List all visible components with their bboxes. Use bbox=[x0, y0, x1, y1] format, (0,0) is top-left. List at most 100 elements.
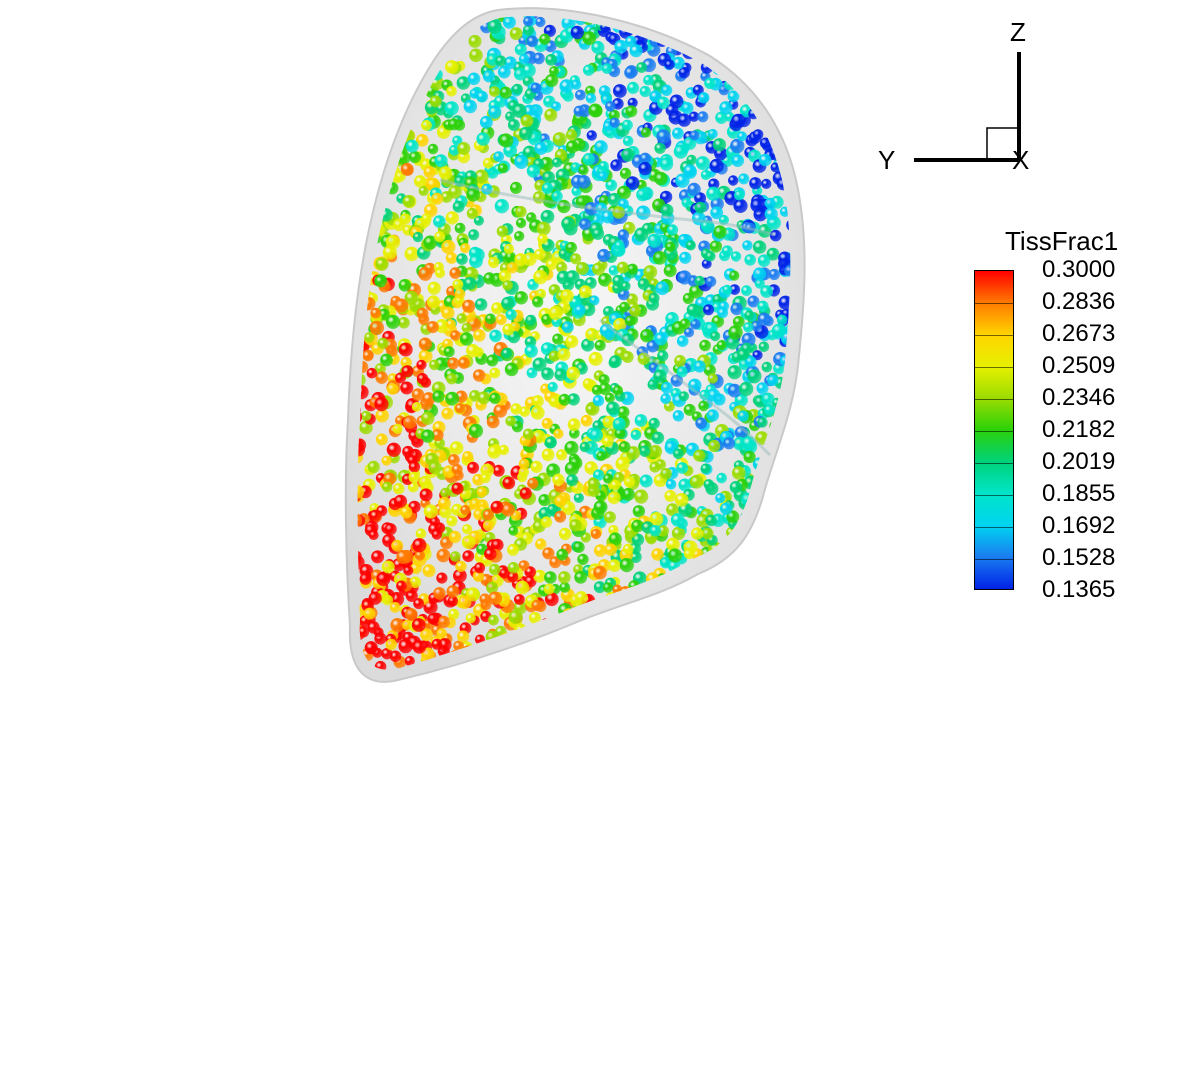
tissue-sphere bbox=[396, 22, 410, 36]
tissue-sphere bbox=[621, 148, 635, 162]
tissue-sphere bbox=[770, 85, 784, 99]
tissue-sphere bbox=[664, 490, 677, 502]
tissue-sphere bbox=[567, 418, 581, 432]
tissue-sphere bbox=[583, 64, 595, 76]
tissue-sphere bbox=[771, 70, 785, 83]
tissue-sphere bbox=[358, 76, 369, 87]
tissue-sphere bbox=[672, 410, 685, 422]
tissue-sphere bbox=[431, 638, 443, 650]
tissue-sphere bbox=[633, 622, 647, 636]
tissue-sphere bbox=[585, 327, 599, 342]
tissue-sphere bbox=[545, 666, 558, 670]
tissue-sphere bbox=[507, 571, 519, 583]
tissue-sphere bbox=[396, 580, 407, 592]
colorbar-tick-label: 0.1528 bbox=[1042, 544, 1116, 571]
tissue-sphere bbox=[609, 355, 622, 368]
tissue-sphere bbox=[503, 243, 515, 255]
tissue-sphere bbox=[476, 132, 491, 146]
tissue-sphere bbox=[782, 81, 791, 94]
tissue-sphere bbox=[582, 31, 597, 46]
tissue-sphere bbox=[742, 572, 754, 584]
tissue-sphere bbox=[535, 538, 547, 550]
tissue-sphere bbox=[751, 608, 764, 621]
tissue-sphere bbox=[433, 31, 447, 45]
tissue-sphere bbox=[712, 663, 724, 670]
tissue-sphere bbox=[712, 639, 723, 650]
tissue-sphere bbox=[638, 161, 652, 176]
tissue-sphere bbox=[558, 393, 571, 406]
tissue-sphere bbox=[443, 346, 455, 358]
tissue-sphere bbox=[387, 49, 400, 62]
tissue-sphere bbox=[467, 461, 480, 474]
tissue-sphere bbox=[578, 165, 589, 176]
tissue-sphere bbox=[510, 403, 522, 415]
tissue-sphere bbox=[543, 583, 555, 595]
tissue-sphere bbox=[747, 61, 759, 73]
tissue-sphere bbox=[589, 647, 603, 662]
tissue-sphere bbox=[683, 164, 697, 178]
tissue-sphere bbox=[564, 440, 579, 456]
tissue-sphere bbox=[624, 66, 637, 79]
tissue-sphere bbox=[399, 16, 411, 25]
tissue-sphere bbox=[554, 495, 567, 508]
tissue-sphere bbox=[581, 302, 596, 317]
tissue-sphere bbox=[360, 141, 375, 156]
tissue-sphere bbox=[466, 207, 478, 220]
tissue-sphere bbox=[435, 268, 446, 279]
tissue-sphere bbox=[739, 552, 753, 566]
tissue-sphere bbox=[441, 407, 454, 420]
tissue-sphere bbox=[597, 171, 609, 182]
tissue-sphere bbox=[509, 27, 523, 41]
tissue-sphere bbox=[412, 640, 427, 654]
tissue-sphere bbox=[767, 374, 779, 386]
tissue-sphere bbox=[432, 19, 445, 32]
tissue-sphere bbox=[727, 598, 741, 613]
tissue-sphere bbox=[660, 393, 672, 405]
tissue-sphere bbox=[357, 513, 363, 528]
tissue-sphere bbox=[531, 395, 544, 408]
tissue-sphere bbox=[448, 144, 460, 156]
tissue-sphere bbox=[526, 35, 539, 48]
tissue-sphere bbox=[619, 301, 630, 313]
tissue-sphere bbox=[489, 563, 501, 576]
tissue-sphere bbox=[556, 449, 568, 461]
tissue-sphere bbox=[753, 267, 767, 281]
tissue-sphere bbox=[460, 505, 471, 516]
tissue-sphere bbox=[734, 567, 748, 581]
tissue-sphere bbox=[748, 42, 761, 55]
tissue-sphere bbox=[698, 638, 710, 650]
tissue-sphere bbox=[767, 39, 778, 50]
tissue-sphere bbox=[705, 276, 717, 288]
tissue-sphere bbox=[557, 348, 571, 361]
tissue-sphere bbox=[639, 474, 653, 488]
tissue-sphere bbox=[608, 532, 622, 546]
tissue-sphere bbox=[785, 647, 791, 658]
tissue-sphere bbox=[675, 18, 689, 33]
tissue-sphere bbox=[526, 164, 541, 178]
tissue-sphere bbox=[488, 256, 500, 268]
tissue-sphere bbox=[524, 344, 538, 358]
tissue-sphere bbox=[362, 349, 374, 362]
tissue-sphere bbox=[598, 374, 610, 386]
tissue-sphere bbox=[360, 410, 372, 422]
tissue-sphere bbox=[357, 555, 365, 570]
tissue-sphere bbox=[731, 154, 745, 167]
tissue-sphere bbox=[764, 488, 778, 502]
tissue-sphere bbox=[448, 454, 460, 466]
tissue-sphere bbox=[771, 531, 784, 544]
tissue-sphere bbox=[625, 35, 637, 48]
tissue-sphere bbox=[462, 550, 475, 563]
tissue-sphere bbox=[756, 552, 768, 564]
tissue-sphere bbox=[672, 127, 684, 140]
tissue-sphere bbox=[421, 429, 435, 443]
tissue-sphere bbox=[744, 32, 756, 43]
tissue-sphere bbox=[687, 182, 701, 197]
tissue-sphere bbox=[418, 337, 432, 351]
tissue-sphere bbox=[490, 500, 504, 514]
tissue-sphere bbox=[395, 16, 410, 20]
colorbar-divider bbox=[975, 463, 1013, 464]
tissue-sphere bbox=[684, 648, 698, 662]
tissue-sphere bbox=[765, 568, 779, 581]
tissue-sphere bbox=[514, 253, 528, 267]
